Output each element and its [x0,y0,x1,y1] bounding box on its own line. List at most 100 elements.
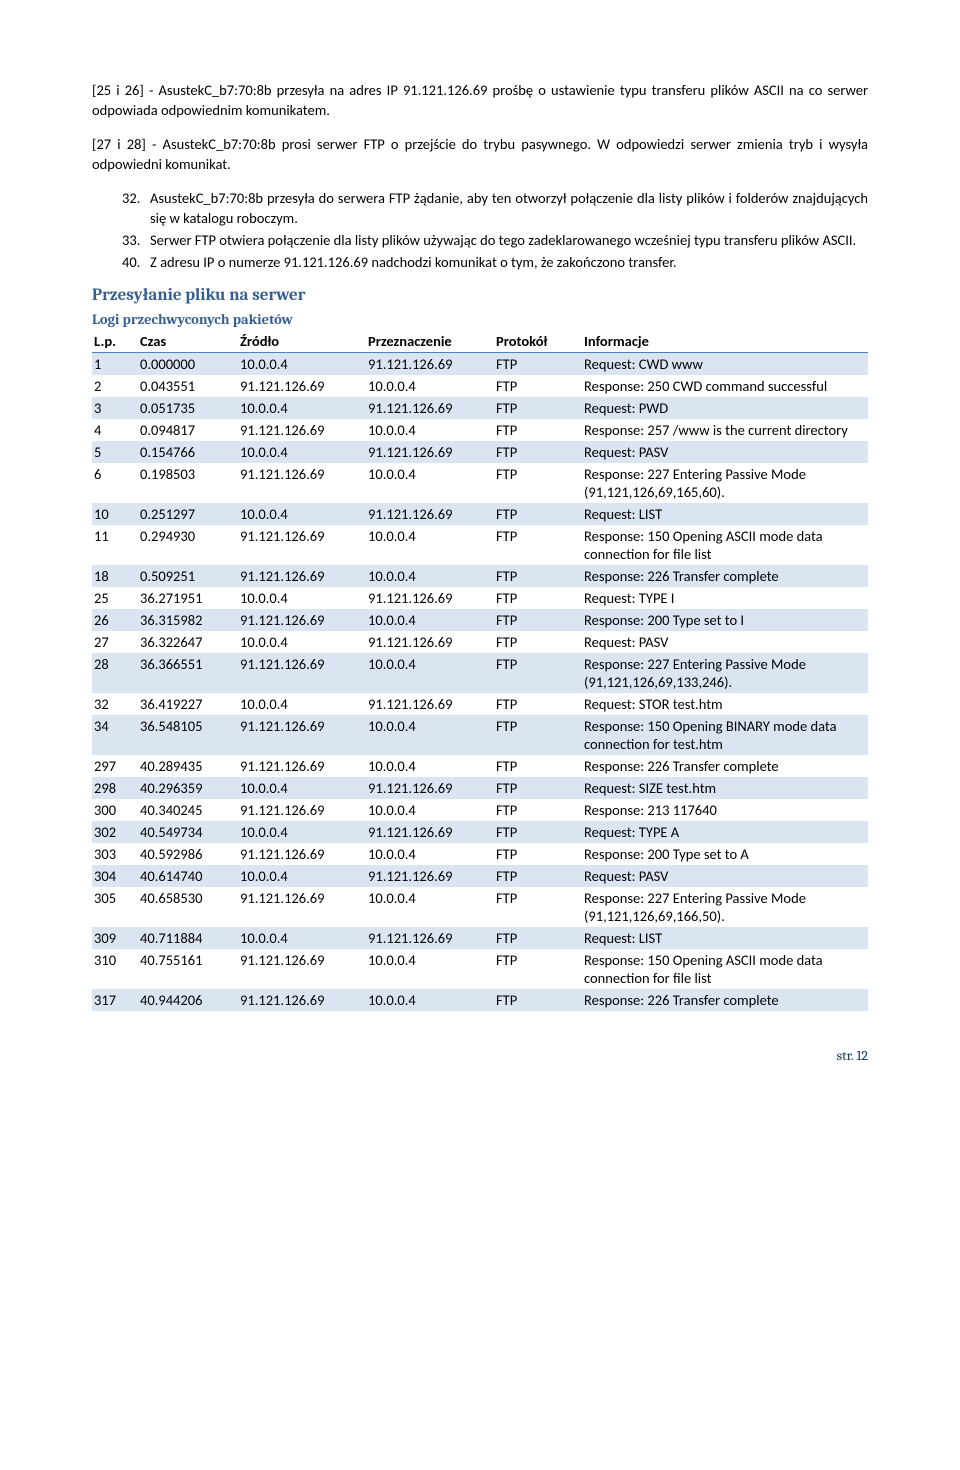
table-cell: 91.121.126.69 [238,755,366,777]
table-cell: 10.0.0.4 [238,693,366,715]
table-cell: 40.614740 [138,865,238,887]
table-cell: Request: PASV [582,865,868,887]
table-cell: Request: TYPE A [582,821,868,843]
table-cell: 0.251297 [138,503,238,525]
table-cell: 91.121.126.69 [366,631,494,653]
table-cell: FTP [494,441,582,463]
table-cell: FTP [494,609,582,631]
table-cell: FTP [494,419,582,441]
table-cell: 40.549734 [138,821,238,843]
table-header-cell: Źródło [238,330,366,353]
table-row: 30340.59298691.121.126.6910.0.0.4FTPResp… [92,843,868,865]
table-cell: 3 [92,397,138,419]
table-cell: 91.121.126.69 [238,609,366,631]
table-cell: FTP [494,821,582,843]
table-cell: Response: 150 Opening ASCII mode data co… [582,525,868,565]
list-item: 32.AsustekC_b7:70:8b przesyła do serwera… [122,188,868,228]
table-cell: 10.0.0.4 [366,949,494,989]
table-cell: 10.0.0.4 [366,755,494,777]
table-cell: 40.592986 [138,843,238,865]
table-row: 20.04355191.121.126.6910.0.0.4FTPRespons… [92,375,868,397]
list-item-text: Z adresu IP o numerze 91.121.126.69 nadc… [150,253,677,271]
table-cell: 10 [92,503,138,525]
table-cell: 0.198503 [138,463,238,503]
table-cell: Request: SIZE test.htm [582,777,868,799]
table-row: 60.19850391.121.126.6910.0.0.4FTPRespons… [92,463,868,503]
table-cell: 10.0.0.4 [238,397,366,419]
table-cell: FTP [494,927,582,949]
table-cell: 36.366551 [138,653,238,693]
table-cell: 10.0.0.4 [366,525,494,565]
table-cell: 27 [92,631,138,653]
table-cell: Response: 150 Opening ASCII mode data co… [582,949,868,989]
section-subheading: Logi przechwyconych pakietów [92,311,868,328]
table-row: 110.29493091.121.126.6910.0.0.4FTPRespon… [92,525,868,565]
table-cell: 91.121.126.69 [366,397,494,419]
table-row: 2536.27195110.0.0.491.121.126.69FTPReque… [92,587,868,609]
table-cell: 91.121.126.69 [366,441,494,463]
table-cell: 10.0.0.4 [238,587,366,609]
table-cell: FTP [494,463,582,503]
table-cell: Response: 226 Transfer complete [582,755,868,777]
table-cell: 0.051735 [138,397,238,419]
table-cell: FTP [494,503,582,525]
table-cell: 91.121.126.69 [366,587,494,609]
table-cell: 2 [92,375,138,397]
table-cell: 36.322647 [138,631,238,653]
table-cell: 91.121.126.69 [366,503,494,525]
table-row: 2636.31598291.121.126.6910.0.0.4FTPRespo… [92,609,868,631]
table-cell: 91.121.126.69 [238,565,366,587]
table-cell: 91.121.126.69 [238,799,366,821]
list-item-number: 33. [122,230,140,250]
table-cell: 0.043551 [138,375,238,397]
table-cell: 10.0.0.4 [238,821,366,843]
table-row: 10.00000010.0.0.491.121.126.69FTPRequest… [92,353,868,376]
table-cell: 91.121.126.69 [366,693,494,715]
table-cell: 317 [92,989,138,1011]
table-cell: 40.944206 [138,989,238,1011]
table-cell: 91.121.126.69 [238,419,366,441]
table-row: 180.50925191.121.126.6910.0.0.4FTPRespon… [92,565,868,587]
table-cell: 10.0.0.4 [366,565,494,587]
table-cell: FTP [494,353,582,376]
table-cell: Response: 257 /www is the current direct… [582,419,868,441]
list-item: 40.Z adresu IP o numerze 91.121.126.69 n… [122,252,868,272]
table-cell: FTP [494,653,582,693]
table-cell: 26 [92,609,138,631]
table-cell: FTP [494,887,582,927]
table-cell: 10.0.0.4 [366,375,494,397]
table-row: 29840.29635910.0.0.491.121.126.69FTPRequ… [92,777,868,799]
table-cell: 10.0.0.4 [366,609,494,631]
table-header-cell: Czas [138,330,238,353]
table-cell: Response: 213 117640 [582,799,868,821]
table-row: 2836.36655191.121.126.6910.0.0.4FTPRespo… [92,653,868,693]
table-cell: 298 [92,777,138,799]
list-item-number: 32. [122,188,140,208]
table-cell: 25 [92,587,138,609]
section-heading: Przesyłanie pliku na serwer [92,286,868,305]
table-cell: 10.0.0.4 [238,927,366,949]
table-header-cell: Przeznaczenie [366,330,494,353]
table-row: 31040.75516191.121.126.6910.0.0.4FTPResp… [92,949,868,989]
table-cell: FTP [494,715,582,755]
table-cell: 10.0.0.4 [366,419,494,441]
table-cell: 91.121.126.69 [238,463,366,503]
table-cell: 36.271951 [138,587,238,609]
table-cell: Response: 227 Entering Passive Mode (91,… [582,653,868,693]
table-cell: Response: 226 Transfer complete [582,989,868,1011]
table-cell: 297 [92,755,138,777]
table-row: 30240.54973410.0.0.491.121.126.69FTPRequ… [92,821,868,843]
table-cell: 36.548105 [138,715,238,755]
table-cell: 0.094817 [138,419,238,441]
table-cell: FTP [494,799,582,821]
table-cell: 91.121.126.69 [366,353,494,376]
table-header-cell: L.p. [92,330,138,353]
list-item: 33.Serwer FTP otwiera połączenie dla lis… [122,230,868,250]
table-cell: FTP [494,375,582,397]
table-cell: Response: 226 Transfer complete [582,565,868,587]
table-row: 2736.32264710.0.0.491.121.126.69FTPReque… [92,631,868,653]
table-cell: 300 [92,799,138,821]
table-cell: 310 [92,949,138,989]
table-cell: 10.0.0.4 [366,799,494,821]
table-cell: 0.000000 [138,353,238,376]
